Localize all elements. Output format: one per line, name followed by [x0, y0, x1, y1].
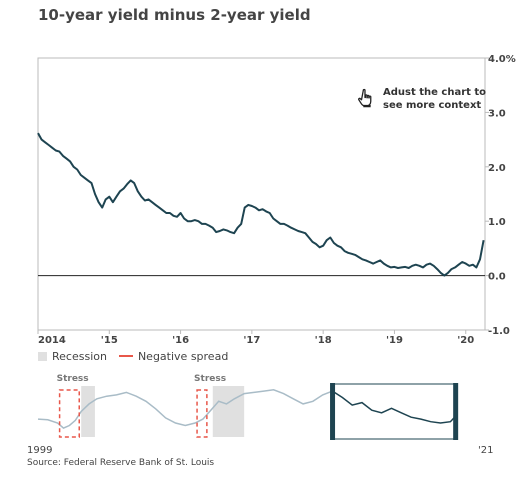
x-tick-label: '17	[243, 335, 260, 346]
x-tick-label: '15	[101, 335, 118, 346]
hint-text: Adust the chart to see more context	[383, 87, 487, 111]
plot-border	[37, 57, 486, 331]
legend: Recession Negative spread	[38, 348, 240, 364]
legend-item-recession: Recession	[38, 350, 107, 363]
series-line-group	[37, 132, 485, 277]
legend-item-negative-spread: Negative spread	[118, 349, 229, 363]
adjust-chart-hint: Adust the chart to see more context	[356, 86, 495, 112]
y-tick-label: 2.0	[488, 163, 506, 174]
series-line	[37, 132, 485, 277]
x-tick-label: '20	[457, 335, 474, 346]
overview-start-label: 1999	[27, 445, 53, 456]
y-tick-label: 0.0	[488, 272, 506, 283]
source-note: Source: Federal Reserve Bank of St. Loui…	[27, 458, 215, 468]
y-tick-label: 1.0	[488, 217, 506, 228]
recession-swatch	[38, 351, 47, 361]
x-tick-labels: 2014 '15 '16 '17 '18 '19 '20	[37, 330, 474, 346]
y-tick-labels: 4.0% 3.0 2.0 1.0 0.0 -1.0	[485, 54, 516, 337]
legend-label-recession: Recession	[52, 349, 107, 363]
legend-label-negative-spread: Negative spread	[137, 349, 229, 363]
negative-spread-swatch	[118, 355, 133, 357]
plot-frame	[37, 57, 486, 331]
overview-end-label: '21	[478, 445, 494, 456]
y-tick-label: 3.0	[488, 108, 506, 119]
y-tick-label: 4.0%	[488, 54, 516, 65]
x-tick-label: '16	[172, 335, 189, 346]
chart-title: 10-year yield minus 2-year yield	[38, 6, 311, 24]
y-tick-label: -1.0	[488, 326, 510, 337]
hand-pointer-icon	[358, 88, 372, 108]
x-tick-label: '19	[386, 335, 403, 346]
x-tick-label: 2014	[38, 335, 66, 346]
x-tick-label: '18	[315, 335, 332, 346]
